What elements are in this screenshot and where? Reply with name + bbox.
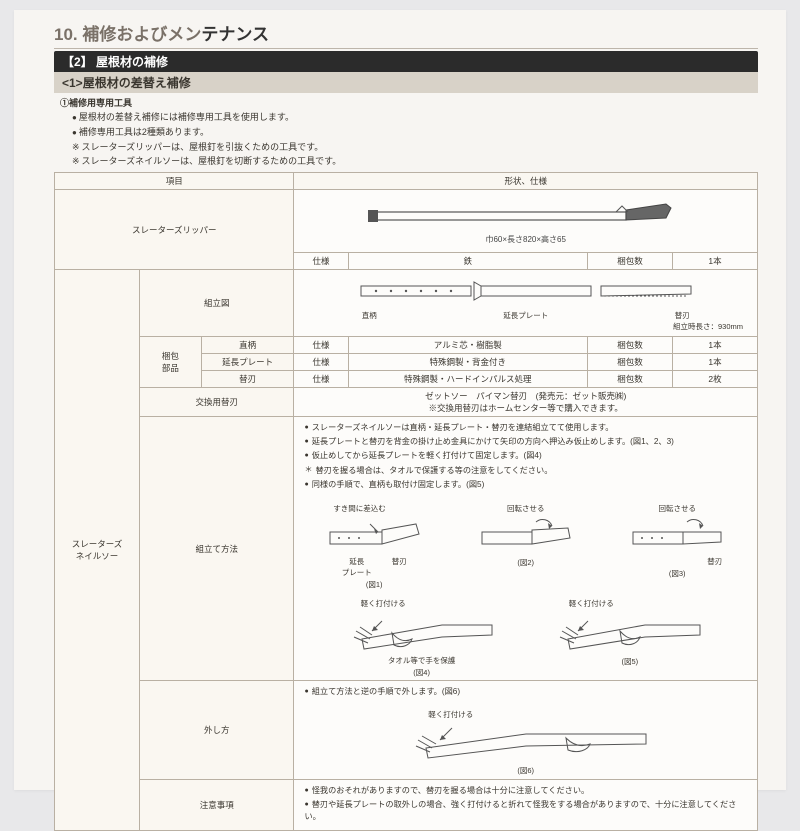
nailsaw-name: スレーターズ ネイルソー — [55, 270, 140, 831]
fig4-icon — [342, 609, 502, 655]
table-header-row: 項目 形状、仕様 — [55, 173, 758, 190]
caution-text: 怪我のおそれがありますので、替刃を握る場合は十分に注意してください。 替刃や延長… — [294, 780, 758, 831]
pkg-row: 梱包 部品 直柄 仕様 アルミ芯・樹脂製 梱包数 1本 — [55, 337, 758, 354]
qty-label: 梱包数 — [587, 253, 672, 270]
remove-text: 組立て方法と逆の手順で外します。(図6) — [294, 681, 758, 705]
assemble-text-row: 組立て方法 スレーターズネイルソーは直柄・延長プレート・替刃を連結組立てて使用し… — [55, 417, 758, 498]
assembly-diagram: 直柄 延長プレート 替刃 組立時長さ：930mm — [294, 270, 758, 337]
body: ①補修用専用工具 屋根材の差替え補修には補修専用工具を使用します。 補修専用工具… — [54, 97, 758, 831]
ripper-icon — [366, 198, 686, 234]
spare-text: ゼットソー パイマン替刃 (発売元：ゼット販売㈱) ※交換用替刃はホームセンター… — [294, 388, 758, 417]
assemble-text: スレーターズネイルソーは直柄・延長プレート・替刃を連結組立てて使用します。 延長… — [294, 417, 758, 498]
ripper-name: スレーターズリッパー — [55, 190, 294, 270]
intro-line: 補修専用工具は2種類あります。 — [72, 126, 758, 139]
figure-6: 軽く打付ける (図6) — [298, 709, 753, 776]
caution-row: 注意事項 怪我のおそれがありますので、替刃を握る場合は十分に注意してください。 … — [55, 780, 758, 831]
part-label: 延長プレート — [503, 310, 548, 321]
assembly-length: 組立時長さ：930mm — [298, 321, 753, 332]
figure-3: 回転させる 替刃 (図3) — [622, 503, 732, 590]
pkg-label: 梱包 部品 — [139, 337, 201, 388]
nailsaw-assembly-row: スレーターズ ネイルソー 組立図 直柄 — [55, 270, 758, 337]
intro-note: スレーターズリッパーは、屋根釘を引抜くための工具です。 — [72, 141, 758, 153]
figure-5: 軽く打付ける (図5) — [545, 598, 715, 678]
divider — [54, 48, 758, 49]
fig1-icon — [324, 514, 424, 556]
fig2-icon — [476, 514, 576, 556]
ripper-diagram: 巾60×長さ820×高さ65 — [294, 190, 758, 253]
ripper-row: スレーターズリッパー 巾60×長さ820×高さ65 — [55, 190, 758, 253]
qty-value: 1本 — [672, 253, 757, 270]
ripper-dimensions: 巾60×長さ820×高さ65 — [485, 234, 566, 245]
figure-1: すき間に差込む 延長 プレート 替刃 — [319, 503, 429, 590]
part-label: 直柄 — [362, 310, 377, 321]
chapter-title: 10. 補修およびメンテナンス — [54, 20, 758, 45]
pkg-part: 延長プレート — [201, 354, 294, 371]
fig6-icon — [396, 720, 656, 764]
pkg-part: 直柄 — [201, 337, 294, 354]
spare-row: 交換用替刃 ゼットソー パイマン替刃 (発売元：ゼット販売㈱) ※交換用替刃はホ… — [55, 388, 758, 417]
spare-label: 交換用替刃 — [139, 388, 293, 417]
spec-value: 鉄 — [348, 253, 587, 270]
subsection-header: <1>屋根材の差替え補修 — [54, 72, 758, 93]
assembly-label: 組立図 — [139, 270, 293, 337]
figure-4: 軽く打付ける タオル等で手を保護 (図4) — [337, 598, 507, 678]
chapter-number: 10. — [54, 25, 78, 44]
fig5-icon — [550, 609, 710, 655]
remove-label: 外し方 — [139, 681, 293, 780]
spec-label: 仕様 — [294, 253, 348, 270]
intro-heading: ①補修用専用工具 — [60, 97, 758, 109]
part-label: 替刃 — [675, 310, 690, 321]
pkg-part: 替刃 — [201, 371, 294, 388]
nailsaw-assembly-icon — [356, 274, 696, 308]
caution-label: 注意事項 — [139, 780, 293, 831]
section-header: 【2】 屋根材の補修 — [54, 51, 758, 72]
fig3-icon — [627, 514, 727, 556]
th-shape: 形状、仕様 — [294, 173, 758, 190]
figure-2: 回転させる (図2) — [471, 503, 581, 590]
th-item: 項目 — [55, 173, 294, 190]
manual-page: 10. 補修およびメンテナンス 【2】 屋根材の補修 <1>屋根材の差替え補修 … — [14, 10, 786, 790]
intro-note: スレーターズネイルソーは、屋根釘を切断するための工具です。 — [72, 155, 758, 167]
assemble-label: 組立て方法 — [139, 417, 293, 681]
intro-line: 屋根材の差替え補修には補修専用工具を使用します。 — [72, 111, 758, 124]
remove-text-row: 外し方 組立て方法と逆の手順で外します。(図6) — [55, 681, 758, 705]
spec-table: 項目 形状、仕様 スレーターズリッパー 巾60×長さ820×高さ65 — [54, 172, 758, 831]
